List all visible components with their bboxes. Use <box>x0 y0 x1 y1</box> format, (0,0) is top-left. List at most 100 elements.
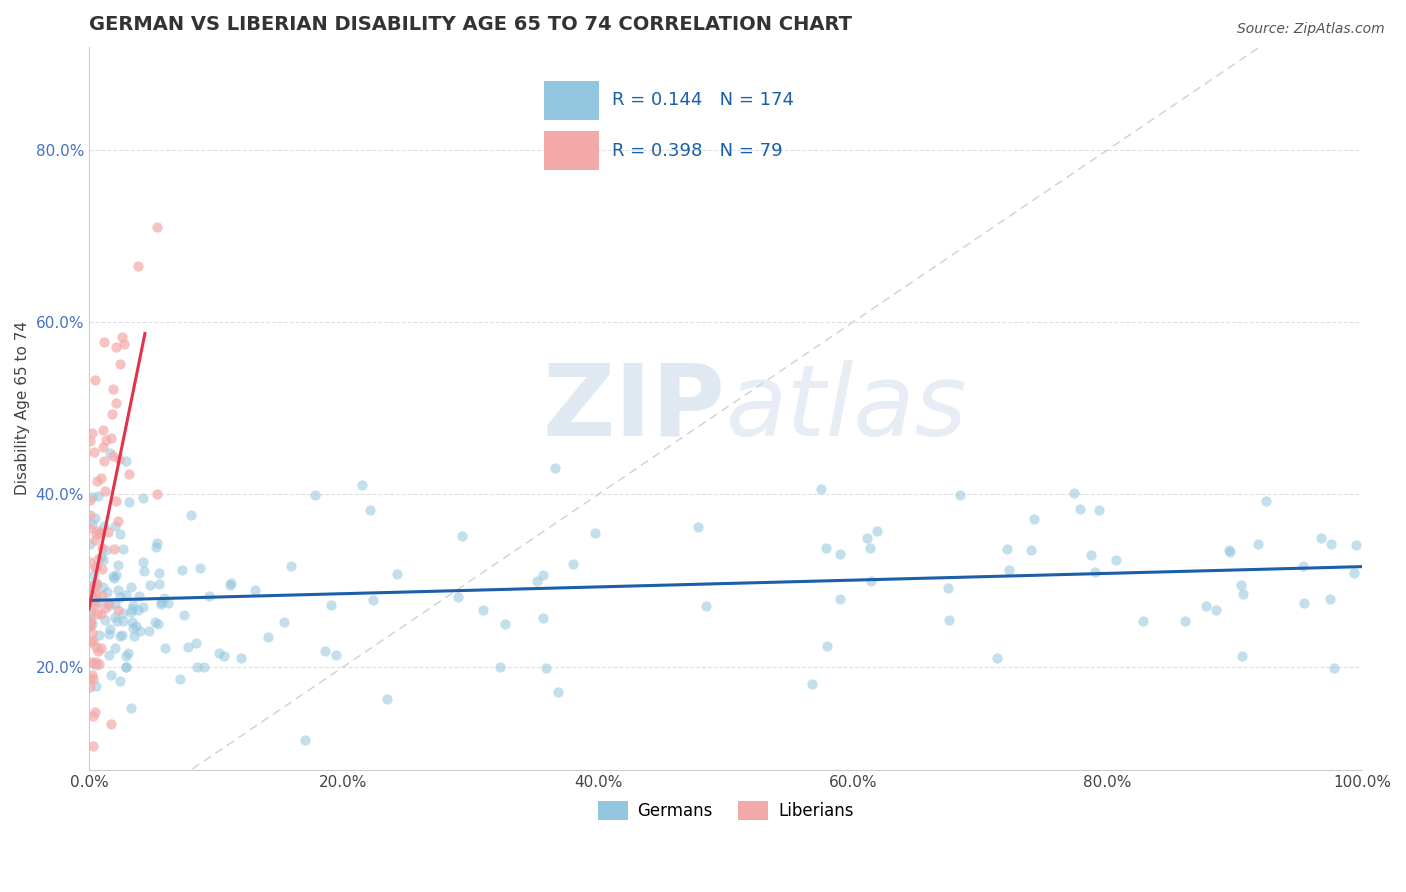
Point <box>488 660 510 674</box>
Point <box>180 508 202 522</box>
Point <box>1132 615 1154 629</box>
Point <box>146 219 169 234</box>
Point <box>98 627 121 641</box>
Point <box>108 674 131 689</box>
Point <box>84 658 107 673</box>
Point <box>108 590 131 604</box>
Point <box>84 578 107 592</box>
Point <box>280 559 302 574</box>
Point <box>115 660 138 674</box>
Point <box>98 446 121 460</box>
Point <box>79 521 101 535</box>
Point <box>169 672 191 686</box>
Point <box>118 495 141 509</box>
Point <box>146 535 169 549</box>
Point <box>100 622 122 636</box>
Point <box>138 624 160 638</box>
Point <box>148 617 170 632</box>
Point <box>319 599 342 613</box>
Point <box>107 603 129 617</box>
Point <box>121 621 143 635</box>
Point <box>1319 591 1341 606</box>
Point <box>105 493 128 508</box>
Point <box>79 508 101 523</box>
Text: Source: ZipAtlas.com: Source: ZipAtlas.com <box>1237 22 1385 37</box>
Point <box>150 595 173 609</box>
Point <box>132 555 155 569</box>
Point <box>82 657 104 671</box>
Point <box>100 668 122 682</box>
Point <box>695 599 717 614</box>
Point <box>84 588 107 602</box>
Point <box>80 668 103 682</box>
Point <box>84 706 107 720</box>
Point <box>108 629 131 643</box>
Point <box>80 517 103 532</box>
Point <box>150 597 173 611</box>
Point <box>90 541 112 555</box>
Point <box>986 651 1008 665</box>
Point <box>583 526 606 541</box>
Point <box>79 434 101 449</box>
Point <box>80 617 103 632</box>
Text: R = 0.144   N = 174: R = 0.144 N = 174 <box>612 91 793 109</box>
Point <box>79 556 101 570</box>
Point <box>148 577 170 591</box>
Point <box>121 615 143 629</box>
Point <box>84 640 107 655</box>
Point <box>103 571 125 585</box>
Point <box>104 567 127 582</box>
Point <box>94 601 117 615</box>
Y-axis label: Disability Age 65 to 74: Disability Age 65 to 74 <box>15 321 30 495</box>
Point <box>562 557 585 571</box>
Point <box>79 589 101 603</box>
Point <box>83 568 105 582</box>
Point <box>1343 566 1365 580</box>
Point <box>120 701 142 715</box>
Point <box>385 566 408 581</box>
Point <box>219 576 242 591</box>
Point <box>115 659 138 673</box>
Point <box>83 510 105 524</box>
Point <box>471 603 494 617</box>
Point <box>87 644 110 658</box>
Point <box>83 445 105 459</box>
Point <box>1323 661 1346 675</box>
Point <box>127 259 149 273</box>
Point <box>688 520 710 534</box>
Point <box>173 607 195 622</box>
Point <box>80 607 103 622</box>
Point <box>153 640 176 655</box>
Point <box>143 615 166 630</box>
Point <box>91 580 114 594</box>
Point <box>80 426 103 441</box>
Point <box>90 471 112 485</box>
Point <box>87 628 110 642</box>
Point <box>79 615 101 630</box>
Point <box>127 603 149 617</box>
Point <box>243 582 266 597</box>
FancyBboxPatch shape <box>544 81 599 120</box>
Point <box>82 672 104 686</box>
Point <box>84 560 107 574</box>
Point <box>114 589 136 603</box>
Point <box>1219 545 1241 559</box>
Point <box>1344 538 1367 552</box>
Point <box>105 340 128 354</box>
Point <box>97 648 120 662</box>
Point <box>375 692 398 706</box>
Point <box>1195 599 1218 614</box>
Point <box>208 646 231 660</box>
Point <box>547 684 569 698</box>
Text: atlas: atlas <box>725 359 967 457</box>
Point <box>101 569 124 583</box>
Point <box>212 649 235 664</box>
Point <box>89 657 111 672</box>
Point <box>936 581 959 595</box>
Point <box>219 577 242 591</box>
Point <box>815 640 838 654</box>
Point <box>1254 494 1277 508</box>
Point <box>91 423 114 437</box>
Point <box>112 614 135 628</box>
Point <box>120 580 142 594</box>
